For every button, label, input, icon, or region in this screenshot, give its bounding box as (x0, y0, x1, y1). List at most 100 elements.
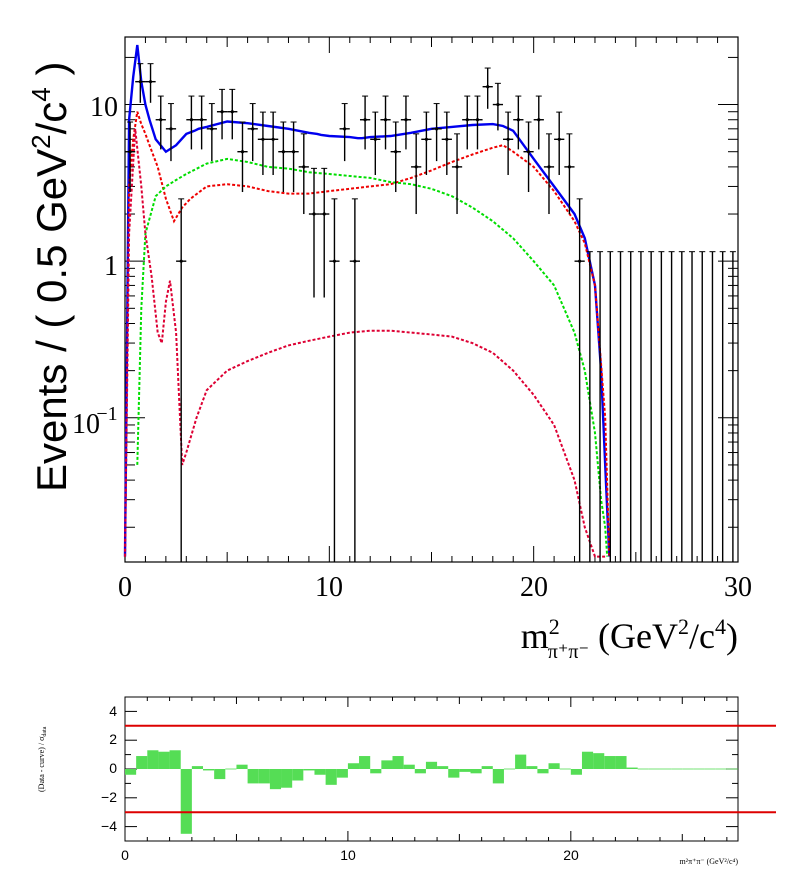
data-point (196, 95, 207, 150)
pull-bar (581, 751, 594, 769)
data-point (370, 111, 381, 175)
green-component-curve (136, 157, 609, 557)
data-point (503, 111, 514, 175)
data-point (431, 103, 442, 162)
pull-bar (671, 768, 683, 770)
pull-bar (392, 756, 404, 769)
data-point-marker (414, 165, 418, 169)
pull-bar (648, 768, 660, 770)
data-point-marker (537, 118, 541, 122)
pull-bar (570, 769, 582, 775)
data-point (729, 251, 736, 562)
pull-bar (537, 769, 549, 774)
main-x-axis-title: m2 π⁺π⁻ (GeV2/c4) (521, 614, 738, 663)
x-tick-label-20: 20 (520, 572, 548, 603)
pull-bar (437, 766, 449, 769)
pull-axes (124, 696, 738, 842)
pull-bar (637, 768, 649, 770)
data-point (543, 133, 555, 215)
pull-bar (281, 769, 293, 788)
data-point-marker (128, 150, 132, 154)
data-point-marker (557, 137, 561, 141)
data-point (678, 251, 685, 562)
data-point-marker (465, 118, 469, 122)
pull-bar (236, 764, 248, 769)
pull-bar (526, 766, 538, 769)
data-point (288, 121, 299, 193)
pull-bar (515, 754, 527, 769)
data-point (227, 88, 238, 140)
pull-bar (593, 753, 605, 769)
data-point (206, 103, 217, 162)
pull-bar (548, 763, 560, 769)
main-plot-frame (124, 36, 739, 563)
pull-bar (615, 756, 627, 769)
data-point-marker (251, 127, 255, 131)
pull-bar (347, 763, 360, 769)
pull-y-tick-label-0: 0 (109, 760, 117, 776)
data-point (564, 133, 575, 215)
data-point (125, 121, 136, 193)
data-point-marker (435, 127, 439, 131)
data-point-marker (179, 259, 183, 263)
data-point (597, 251, 604, 562)
data-point-marker (567, 165, 572, 169)
x-tick-label-0: 0 (118, 572, 132, 603)
data-point-marker (363, 118, 367, 122)
data-point-marker (281, 150, 285, 154)
pull-bar (604, 756, 616, 769)
pull-reference-lines (125, 724, 776, 814)
pull-y-tick-label-2: 2 (109, 731, 117, 747)
data-point (586, 251, 593, 562)
data-point-marker (455, 165, 459, 169)
pull-x-tick-label-10: 10 (340, 847, 356, 863)
pull-bar (448, 769, 460, 778)
pull-bar (147, 750, 159, 769)
data-point (400, 95, 412, 150)
pull-bar (626, 767, 638, 769)
pull-bar (693, 768, 705, 770)
pull-bar (336, 769, 348, 778)
pull-x-axis-title: m²π⁺π⁻ (GeV²/c⁴) (679, 857, 738, 866)
data-point-marker (271, 137, 275, 141)
data-point (339, 103, 350, 162)
data-point (298, 133, 309, 215)
pull-bar (503, 768, 516, 770)
data-point (441, 111, 452, 175)
pull-bar (292, 769, 304, 781)
data-point-marker (200, 118, 204, 122)
data-point-marker (261, 137, 265, 141)
data-point-marker (312, 212, 316, 216)
pull-bar (414, 769, 426, 774)
data-point-marker (230, 110, 234, 114)
data-point-marker (547, 165, 551, 169)
data-point (482, 67, 493, 109)
crimson-component-curve (124, 128, 606, 558)
pull-panel: 4 2 0 −2 −4 0 10 20 (Data - curve) / σda… (37, 696, 776, 866)
data-point (216, 88, 228, 140)
y-tick-label-0.1: 10 (72, 409, 100, 440)
data-point-marker (516, 118, 520, 122)
main-y-axis-title: Events / ( 0.5 GeV2/c4 ) (26, 62, 75, 492)
data-point-marker (424, 137, 428, 141)
data-point-marker (486, 85, 490, 89)
data-point-marker (302, 165, 306, 169)
data-point (349, 198, 360, 562)
data-point (523, 121, 534, 193)
pull-bar (269, 769, 282, 790)
data-point (574, 198, 585, 562)
pull-bar (136, 756, 148, 769)
data-point (421, 111, 432, 175)
data-point-marker (332, 259, 337, 263)
red-component-curve (124, 111, 611, 557)
pull-y-tick-label-4: 4 (109, 703, 117, 719)
data-point (145, 63, 156, 103)
data-point (278, 121, 289, 193)
data-point (492, 82, 504, 131)
data-point (319, 167, 330, 298)
data-point (451, 133, 463, 215)
main-data-points (125, 63, 736, 562)
main-curves (123, 44, 611, 558)
pull-bar (225, 768, 237, 770)
data-point (699, 251, 706, 562)
